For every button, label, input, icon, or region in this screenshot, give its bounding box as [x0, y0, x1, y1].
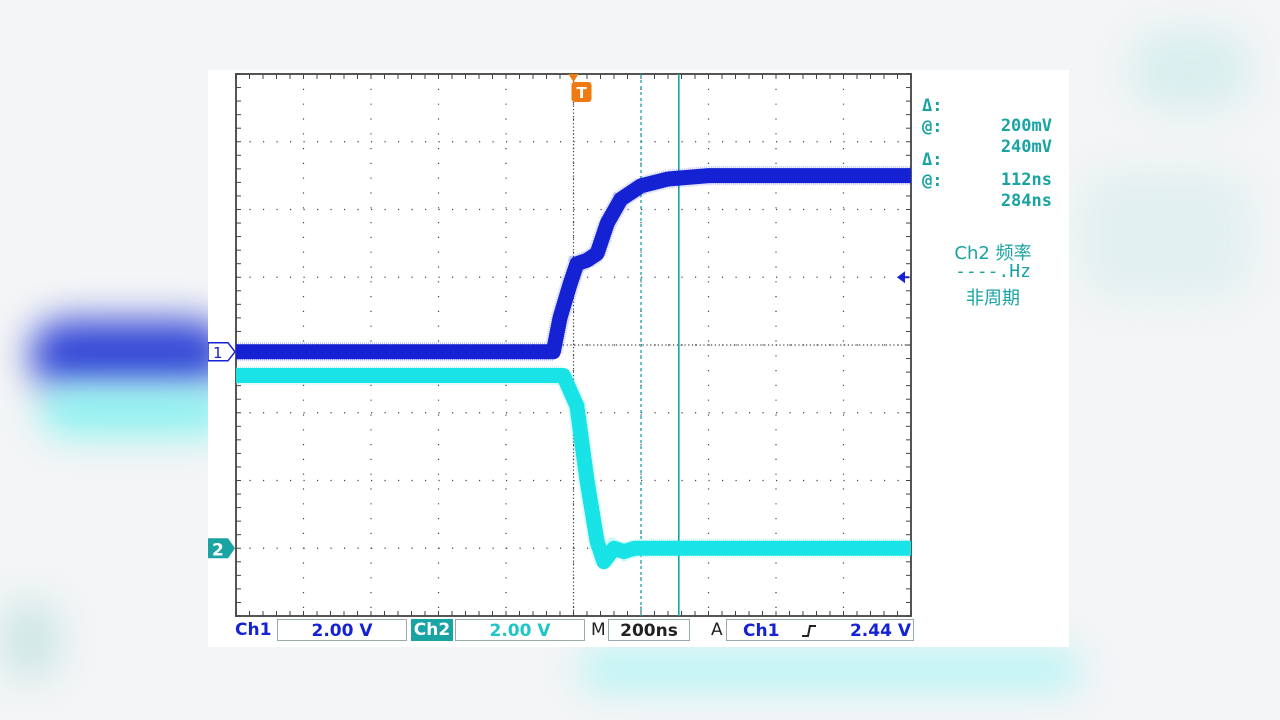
- trigger-source: Ch1: [743, 621, 780, 641]
- ch1-label[interactable]: Ch1: [235, 620, 272, 640]
- background-blur: [580, 650, 1080, 690]
- time-at-value: 284ns: [1000, 191, 1052, 211]
- waveform-plot: 1 2 T: [208, 73, 912, 617]
- background-blur: [40, 385, 230, 435]
- trigger-level: 2.44 V: [849, 621, 911, 641]
- ch1-waveform: [236, 168, 911, 360]
- status-bar: Ch1 2.00 V Ch2 2.00 V M 200ns A Ch1 2.44…: [208, 619, 1069, 643]
- timebase-label: M: [591, 620, 606, 640]
- trigger-level-arrow: [897, 271, 905, 284]
- trigger-position-arrow: [568, 74, 579, 82]
- delta-symbol: Δ:: [922, 96, 943, 116]
- voltage-at-value: 240mV: [1000, 137, 1052, 157]
- ch2-waveform-noise: [236, 366, 911, 583]
- trigger-settings[interactable]: Ch1 2.44 V: [726, 619, 914, 641]
- rising-edge-icon: [802, 625, 816, 637]
- ch1-ground-marker: [208, 342, 236, 362]
- time-delta-readout: Δ: 112ns: [922, 130, 1052, 210]
- ch2-scale[interactable]: 2.00 V: [455, 619, 585, 641]
- background-blur: [0, 600, 60, 680]
- trigger-marker-box: [571, 82, 592, 102]
- ch2-ground-marker: [208, 538, 235, 559]
- at-symbol: @:: [922, 117, 943, 137]
- background-blur: [1080, 170, 1250, 300]
- measure-title: Ch2 频率: [954, 243, 1032, 264]
- voltage-delta-value: 200mV: [1000, 116, 1052, 136]
- background-blur: [1130, 30, 1250, 110]
- background-blur: [30, 320, 230, 390]
- delta-symbol: Δ:: [922, 150, 943, 170]
- ch1-marker-label: 1: [213, 344, 223, 362]
- ch2-marker-label: 2: [212, 540, 224, 560]
- trigger-marker-label: T: [577, 84, 588, 102]
- measure-value: ----.Hz: [955, 261, 1031, 282]
- trigger-mode-label: A: [711, 620, 723, 640]
- at-symbol: @:: [922, 171, 943, 191]
- voltage-at-readout: @: 240mV: [922, 97, 1052, 177]
- time-at-readout: @: 284ns: [922, 151, 1052, 231]
- voltage-delta-readout: Δ: 200mV: [922, 76, 1052, 156]
- time-delta-value: 112ns: [1000, 170, 1052, 190]
- measure-status: 非周期: [966, 288, 1020, 309]
- ch2-waveform: [236, 368, 911, 570]
- ch1-scale[interactable]: 2.00 V: [277, 619, 407, 641]
- ch2-label[interactable]: Ch2: [411, 619, 453, 641]
- timebase-value[interactable]: 200ns: [608, 619, 690, 641]
